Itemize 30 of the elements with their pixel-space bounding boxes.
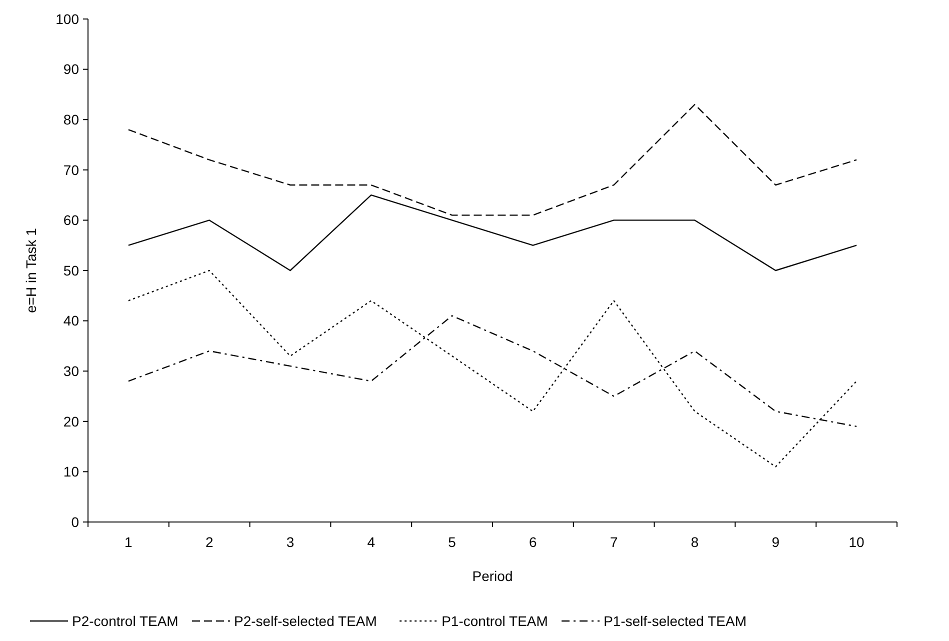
legend-label: P2-self-selected TEAM	[234, 612, 377, 629]
y-tick-label: 30	[63, 363, 80, 379]
y-tick-label: 50	[63, 262, 80, 278]
y-tick-label: 70	[63, 162, 80, 178]
line-series	[128, 104, 858, 216]
x-axis-title: Period	[472, 568, 513, 584]
x-tick-label: 4	[367, 534, 376, 550]
x-tick-label: 3	[286, 534, 294, 550]
legend-label: P2-control TEAM	[72, 612, 178, 629]
y-axis-title: e=H in Task 1	[23, 228, 39, 313]
x-tick-label: 8	[690, 534, 699, 550]
legend-label: P1-self-selected TEAM	[604, 612, 747, 629]
line-series	[128, 270, 858, 468]
y-tick-label: 80	[63, 112, 80, 128]
y-tick-label: 10	[63, 464, 80, 480]
line-series	[128, 194, 858, 272]
x-tick-label: 5	[448, 534, 456, 550]
x-tick-label: 9	[772, 534, 780, 550]
y-tick-label: 40	[63, 312, 80, 329]
x-tick-label: 6	[529, 534, 538, 550]
y-tick-label: 60	[63, 212, 80, 228]
legend-label: P1-control TEAM	[442, 612, 548, 629]
x-tick-label: 1	[124, 534, 133, 550]
x-tick-label: 10	[848, 534, 865, 550]
y-tick-label: 90	[63, 61, 80, 78]
x-tick-label: 7	[610, 534, 618, 550]
y-tick-label: 100	[56, 10, 80, 27]
x-tick-label: 2	[205, 534, 214, 550]
y-tick-label: 0	[71, 514, 80, 530]
y-tick-label: 20	[63, 413, 80, 430]
